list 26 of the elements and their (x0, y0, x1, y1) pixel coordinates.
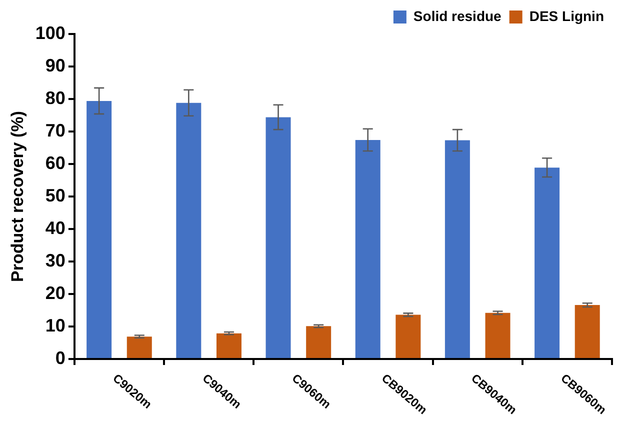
y-tick-label: 70 (45, 120, 66, 140)
y-tick-label: 30 (45, 250, 66, 270)
y-tick-label: 90 (45, 55, 66, 76)
bar (444, 140, 470, 358)
bar (266, 117, 291, 358)
bar (126, 336, 152, 358)
bar (396, 314, 421, 358)
bar (574, 305, 600, 358)
bar (86, 100, 112, 358)
y-tick-label: 100 (35, 22, 66, 43)
bar (534, 168, 560, 358)
y-tick-label: 40 (45, 218, 66, 238)
y-tick-label: 60 (45, 152, 66, 173)
bar (306, 326, 332, 358)
legend-label: Solid residue (413, 8, 502, 24)
y-tick-label: 0 (55, 348, 66, 368)
y-tick-label: 10 (45, 315, 66, 336)
y-tick-label: 50 (45, 185, 66, 206)
bar (176, 102, 202, 358)
bar (216, 333, 242, 358)
y-tick-label: 20 (45, 282, 66, 303)
bar (355, 140, 380, 358)
y-axis-title: Product recovery (%) (8, 111, 27, 282)
legend-label: DES Lignin (529, 8, 604, 24)
bar (485, 312, 510, 358)
y-tick-label: 80 (45, 88, 66, 108)
